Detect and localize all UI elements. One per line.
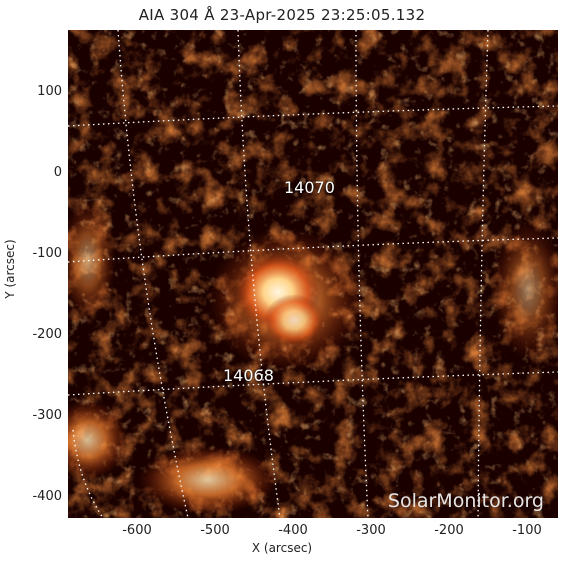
- region-label-14070: 14070: [284, 178, 335, 197]
- y-tick-label: -200: [32, 327, 62, 342]
- y-tick-label: -100: [32, 246, 62, 261]
- y-tick-label: 0: [53, 165, 62, 180]
- y-tick-label: -300: [32, 408, 62, 423]
- x-tick-label: -400: [278, 523, 308, 538]
- x-tick-label: -600: [122, 523, 152, 538]
- plage-lower-left: [138, 446, 278, 514]
- y-tick-label: -400: [32, 489, 62, 504]
- x-axis-title: X (arcsec): [251, 541, 313, 555]
- region-label-14068: 14068: [223, 366, 274, 385]
- x-tick-label: -100: [512, 523, 542, 538]
- x-tick-label: -200: [434, 523, 464, 538]
- x-tick-label: -300: [356, 523, 386, 538]
- heliographic-grid: [68, 30, 558, 518]
- y-tick-label: 100: [37, 84, 62, 99]
- plot-title: AIA 304 Å 23-Apr-2025 23:25:05.132: [138, 6, 426, 24]
- watermark: SolarMonitor.org: [387, 490, 544, 512]
- plage-right: [492, 220, 558, 360]
- plage-left-edge: [68, 400, 128, 480]
- y-axis-title: Y (arcsec): [3, 239, 17, 299]
- solar-image: 14070 14068 SolarMonitor.org: [68, 30, 558, 518]
- active-region-lobe: [264, 294, 324, 346]
- plage-left-mid: [68, 200, 116, 320]
- x-tick-label: -500: [200, 523, 230, 538]
- solar-image-svg: [68, 30, 558, 518]
